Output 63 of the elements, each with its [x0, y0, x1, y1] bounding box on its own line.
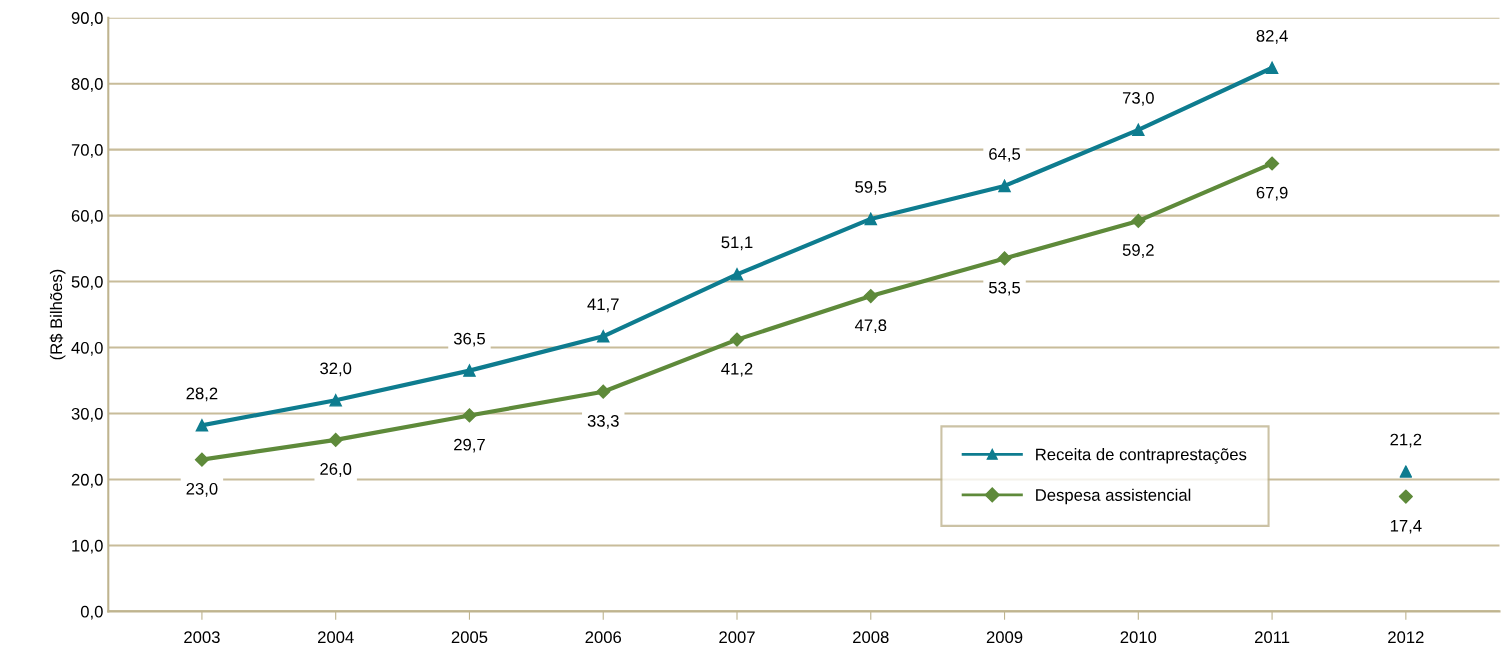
point — [1398, 489, 1413, 504]
y-tick-label: 10,0 — [72, 539, 103, 554]
legend-label: Receita de contraprestações — [1036, 448, 1247, 464]
point — [998, 179, 1011, 193]
y-tick-label: 0,0 — [80, 605, 103, 620]
data-label: 41,7 — [587, 298, 619, 313]
data-label: 73,0 — [1122, 91, 1154, 106]
point — [596, 330, 610, 343]
data-label: 32,0 — [320, 362, 352, 377]
x-tick-label: 2008 — [853, 631, 889, 644]
point — [195, 419, 209, 432]
data-label: 21,2 — [1390, 433, 1422, 448]
x-tick-label: 2009 — [986, 631, 1023, 644]
y-tick-label: 50,0 — [71, 275, 103, 290]
data-label: 29,7 — [454, 438, 485, 453]
data-label: 28,2 — [186, 387, 218, 402]
point — [1265, 61, 1279, 75]
point — [1399, 465, 1413, 478]
point — [997, 251, 1012, 266]
y-tick-label: 60,0 — [71, 210, 103, 224]
data-label: 64,5 — [989, 148, 1021, 162]
x-tick-label: 2012 — [1388, 631, 1424, 644]
data-label: 23,0 — [186, 482, 218, 497]
x-tick-label: 2011 — [1255, 631, 1290, 644]
data-label: 17,4 — [1390, 520, 1422, 534]
point — [729, 332, 745, 347]
data-label: 41,2 — [721, 362, 753, 377]
x-tick-label: 2006 — [585, 631, 622, 644]
y-tick-label: 20,0 — [71, 473, 103, 488]
x-tick-label: 2005 — [451, 631, 488, 644]
x-tick-label: 2010 — [1120, 631, 1157, 644]
data-label: 36,5 — [453, 332, 485, 347]
y-tick-label: 80,0 — [71, 78, 103, 92]
x-tick-label: 2003 — [184, 631, 220, 644]
point — [864, 212, 878, 226]
data-label: 59,2 — [1122, 244, 1154, 258]
y-axis-title: (R$ Bilhões) — [49, 269, 66, 360]
point — [730, 268, 744, 281]
data-label: 59,5 — [855, 181, 887, 195]
point — [863, 289, 878, 304]
legend-label: Despesa assistencial — [1036, 488, 1191, 505]
data-label: 67,9 — [1256, 186, 1288, 201]
data-label: 53,5 — [988, 281, 1021, 296]
y-tick-label: 90,0 — [71, 12, 103, 26]
y-tick-label: 30,0 — [71, 407, 103, 422]
point — [194, 452, 210, 467]
y-tick-label: 40,0 — [71, 341, 103, 356]
data-label: 26,0 — [320, 463, 352, 477]
point — [328, 432, 343, 447]
data-label: 82,4 — [1256, 29, 1288, 44]
data-label: 33,3 — [587, 414, 619, 429]
y-tick-label: 70,0 — [71, 144, 103, 158]
point — [462, 408, 477, 423]
x-tick-label: 2004 — [318, 631, 354, 644]
point — [1132, 123, 1145, 137]
point — [1265, 156, 1280, 171]
point — [329, 394, 342, 407]
point — [1131, 213, 1146, 228]
data-label: 51,1 — [721, 236, 753, 251]
point — [463, 364, 476, 377]
point — [596, 384, 611, 399]
x-tick-label: 2007 — [719, 631, 755, 644]
data-label: 47,8 — [854, 319, 887, 334]
